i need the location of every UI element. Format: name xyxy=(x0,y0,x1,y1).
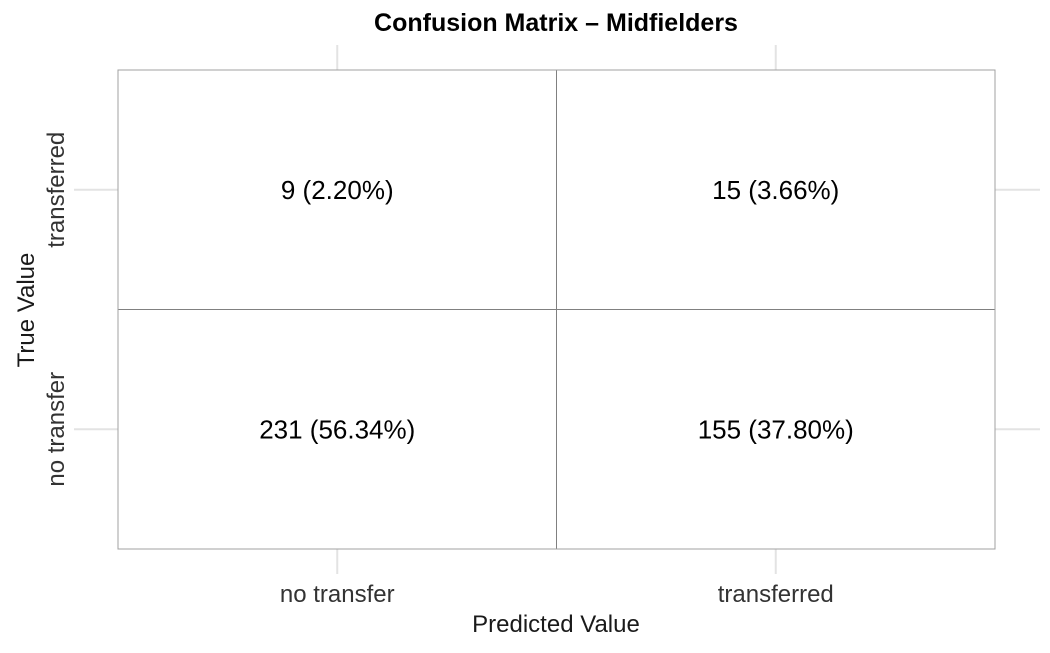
x-tick-label: transferred xyxy=(718,581,834,608)
y-tick-label: no transfer xyxy=(43,372,70,487)
cell-label: 9 (2.20%) xyxy=(281,175,394,205)
cell-label: 155 (37.80%) xyxy=(698,414,854,444)
cell-label: 15 (3.66%) xyxy=(712,175,839,205)
axes: no transfer transferred no transfer transfe… xyxy=(43,132,834,608)
matrix-cell xyxy=(117,69,557,310)
matrix-cell xyxy=(556,309,996,550)
chart-title: Confusion Matrix – Midfielders xyxy=(374,9,738,37)
y-tick-label: transferred xyxy=(43,132,70,248)
matrix-cell xyxy=(117,309,557,550)
x-axis-title: Predicted Value xyxy=(472,611,640,638)
cell-label: 231 (56.34%) xyxy=(259,414,415,444)
cell-labels: 9 (2.20%) 15 (3.66%) 231 (56.34%) 155 (37.8… xyxy=(259,175,854,445)
plot-border xyxy=(117,69,996,550)
y-axis-title: True Value xyxy=(13,253,40,368)
matrix-cells xyxy=(117,69,996,550)
x-tick-label: no transfer xyxy=(280,581,395,608)
